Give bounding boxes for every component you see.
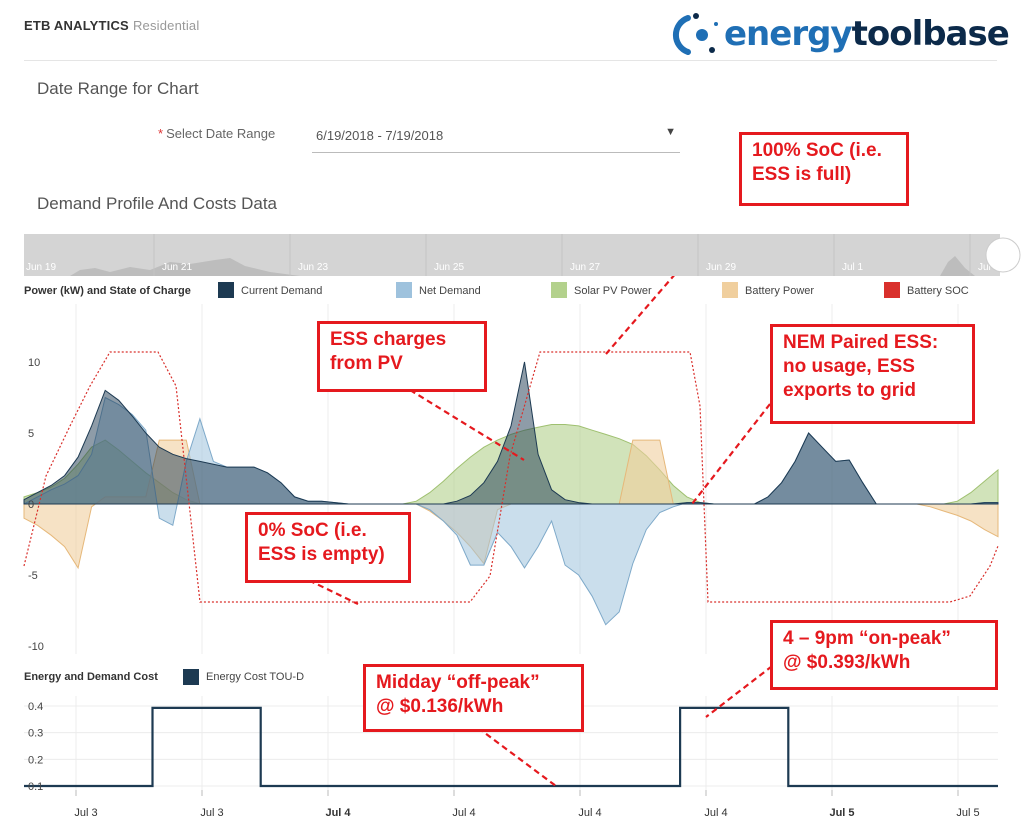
x-tick-label: Jul 5 bbox=[956, 807, 979, 819]
app-title: ETB ANALYTICS Residential bbox=[24, 18, 199, 33]
series-line-battery-soc bbox=[23, 351, 999, 603]
y-tick-label: -10 bbox=[28, 641, 44, 653]
x-tick-label: Jul 3 bbox=[74, 807, 97, 819]
cost-chart-title: Energy and Demand Cost bbox=[24, 671, 158, 683]
demand-profile-chart: Power (kW) and State of Charge Current D… bbox=[23, 276, 999, 819]
navigator-label: Jun 29 bbox=[706, 262, 736, 273]
annotation-on-peak: 4 – 9pm “on-peak” @ $0.393/kWh bbox=[770, 620, 998, 690]
annotation-charges-pv: ESS charges from PV bbox=[317, 321, 487, 392]
series-area-current-demand bbox=[23, 361, 999, 505]
energy-toolbase-logo: energytoolbase bbox=[668, 10, 1010, 58]
legend-label: Battery SOC bbox=[907, 285, 969, 297]
legend-swatch bbox=[551, 282, 567, 298]
x-tick-label: Jul 5 bbox=[829, 807, 854, 819]
legend-label: Net Demand bbox=[419, 285, 481, 297]
navigator-label: Jun 27 bbox=[570, 262, 600, 273]
y-tick-label: 0.3 bbox=[28, 728, 43, 740]
x-tick-label: Jul 4 bbox=[578, 807, 601, 819]
x-tick-label: Jul 4 bbox=[704, 807, 727, 819]
x-tick-label: Jul 4 bbox=[325, 807, 351, 819]
legend-swatch-energy-cost bbox=[183, 669, 199, 685]
demand-profile-title: Demand Profile And Costs Data bbox=[37, 194, 278, 213]
legend-label: Battery Power bbox=[745, 285, 814, 297]
navigator-label: Jun 19 bbox=[26, 262, 56, 273]
annotation-off-peak: Midday “off-peak” @ $0.136/kWh bbox=[363, 664, 584, 732]
logo-mark-icon bbox=[672, 13, 718, 55]
legend-label-energy-cost: Energy Cost TOU-D bbox=[206, 671, 304, 683]
date-range-value: 6/19/2018 - 7/19/2018 bbox=[316, 128, 444, 143]
legend-swatch bbox=[218, 282, 234, 298]
legend-label: Solar PV Power bbox=[574, 285, 652, 297]
required-mark: * bbox=[158, 126, 164, 141]
series-line-energy-cost bbox=[24, 706, 998, 788]
navigator-label: Jun 25 bbox=[434, 262, 464, 273]
leader-on-peak bbox=[705, 659, 781, 718]
chart-navigator[interactable]: Jun 19 Jun 21 Jun 23 Jun 25 Jun 27 Jun 29 Jul … bbox=[0, 232, 1021, 282]
navigator-label: Jun 21 bbox=[162, 262, 192, 273]
logo-text-part1: energy bbox=[724, 14, 853, 54]
leader-charges-pv bbox=[409, 389, 525, 461]
header-divider bbox=[24, 60, 997, 61]
annotation-nem-paired: NEM Paired ESS: no usage, ESS exports to g… bbox=[770, 324, 975, 424]
app-subtitle: Residential bbox=[132, 18, 200, 33]
date-range-select[interactable]: 6/19/2018 - 7/19/2018 ▼ bbox=[312, 118, 680, 153]
legend-swatch bbox=[396, 282, 412, 298]
y-tick-label: 10 bbox=[28, 357, 40, 369]
y-tick-label: 0 bbox=[28, 499, 34, 511]
navigator-label: Jul bbox=[978, 262, 991, 273]
legend-label: Current Demand bbox=[241, 285, 322, 297]
logo-text-part2: toolbase bbox=[851, 14, 1010, 54]
annotation-soc-empty: 0% SoC (i.e. ESS is empty) bbox=[245, 512, 411, 583]
x-tick-label: Jul 3 bbox=[200, 807, 223, 819]
y-tick-label: 0.1 bbox=[28, 781, 43, 793]
navigator-label: Jul 1 bbox=[842, 262, 864, 273]
legend-swatch bbox=[884, 282, 900, 298]
navigator-label: Jun 23 bbox=[298, 262, 328, 273]
date-range-title: Date Range for Chart bbox=[37, 79, 199, 98]
chevron-down-icon: ▼ bbox=[665, 126, 676, 138]
y-tick-label: 0.2 bbox=[28, 754, 43, 766]
leader-soc-full bbox=[605, 276, 675, 355]
y-tick-label: 5 bbox=[28, 428, 34, 440]
leader-nem-paired bbox=[691, 403, 771, 505]
annotation-soc-full: 100% SoC (i.e. ESS is full) bbox=[739, 132, 909, 206]
y-tick-label: -5 bbox=[28, 570, 38, 582]
navigator-handle[interactable] bbox=[985, 237, 1021, 273]
legend-swatch bbox=[722, 282, 738, 298]
power-chart-title: Power (kW) and State of Charge bbox=[24, 285, 191, 297]
navigator-series-area bbox=[24, 256, 975, 276]
x-tick-label: Jul 4 bbox=[452, 807, 475, 819]
app-name: ETB ANALYTICS bbox=[24, 18, 129, 33]
date-range-label: * Select Date Range bbox=[158, 126, 276, 141]
y-tick-label: 0.4 bbox=[28, 701, 43, 713]
